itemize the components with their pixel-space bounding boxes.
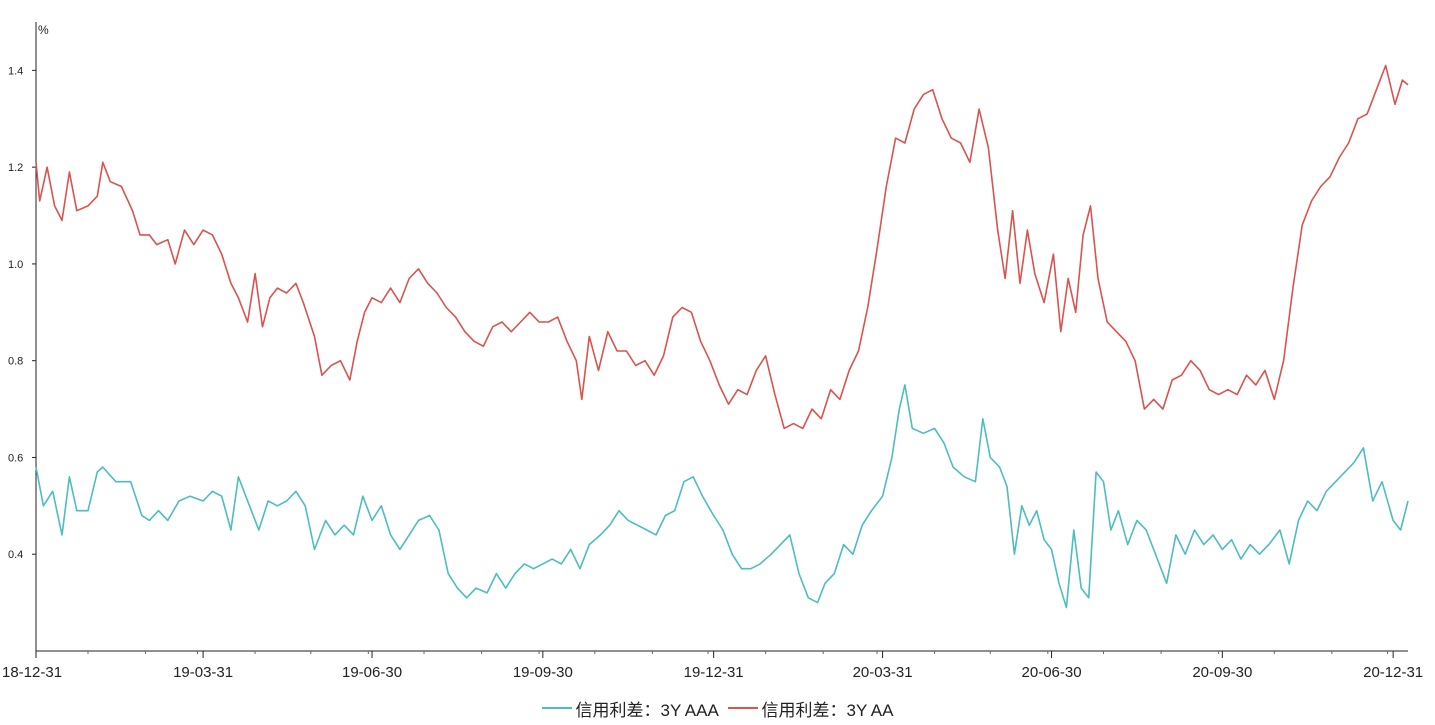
y-tick-label-1: 0.6 xyxy=(8,452,23,464)
x-tick-label-8: 20-12-31 xyxy=(1363,664,1423,681)
x-tick-label-6: 20-06-30 xyxy=(1022,664,1082,681)
y-axis-unit: % xyxy=(38,23,49,37)
x-tick-label-2: 19-06-30 xyxy=(342,664,402,681)
x-tick-label-0: 18-12-31 xyxy=(2,664,62,681)
legend-swatch-aa xyxy=(727,707,758,709)
legend-item-aa: 信用利差：3Y AA xyxy=(727,696,894,721)
x-tick-label-7: 20-09-30 xyxy=(1192,664,1252,681)
series-line-3y-aaa xyxy=(35,384,1409,609)
y-tick-label-5: 1.4 xyxy=(8,65,23,77)
legend-swatch-aaa xyxy=(541,707,572,709)
legend-label-aaa: 信用利差：3Y AAA xyxy=(575,700,719,720)
y-axis: % 0.4 0.6 0.8 1.0 1.2 1.4 xyxy=(8,22,49,651)
y-tick-label-4: 1.2 xyxy=(8,162,23,174)
x-tick-label-1: 19-03-31 xyxy=(173,664,233,681)
legend-label-aa: 信用利差：3Y AA xyxy=(761,700,894,720)
legend-item-aaa: 信用利差：3Y AAA xyxy=(541,696,719,721)
x-tick-label-5: 20-03-31 xyxy=(853,664,913,681)
series-layer xyxy=(35,64,1409,609)
y-tick-label-2: 0.8 xyxy=(8,356,23,368)
y-tick-label-0: 0.4 xyxy=(8,549,23,561)
x-tick-label-3: 19-09-30 xyxy=(513,664,573,681)
legend: 信用利差：3Y AAA 信用利差：3Y AA xyxy=(0,694,1435,721)
x-axis: 18-12-31 19-03-31 19-06-30 19-09-30 19-12-31… xyxy=(2,650,1423,681)
x-tick-label-4: 19-12-31 xyxy=(684,664,744,681)
y-tick-label-3: 1.0 xyxy=(8,259,23,271)
series-line-3y-aa xyxy=(35,64,1409,430)
